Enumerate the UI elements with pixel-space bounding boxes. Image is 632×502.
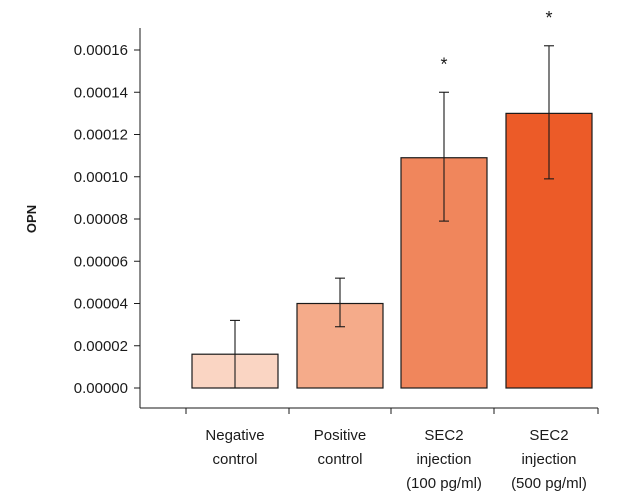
x-category-label: (500 pg/ml) bbox=[511, 475, 587, 492]
y-tick-label: 0.00016 bbox=[74, 42, 128, 59]
y-tick-label: 0.00014 bbox=[74, 84, 128, 101]
y-tick-label: 0.00008 bbox=[74, 211, 128, 228]
y-tick-label: 0.00004 bbox=[74, 296, 128, 313]
x-category-label: SEC2 bbox=[424, 427, 463, 444]
y-tick-label: 0.00006 bbox=[74, 253, 128, 270]
y-tick-label: 0.00010 bbox=[74, 169, 128, 186]
labels: 0.00000 0.00002 0.00004 0.00006 0.00008 0.000… bbox=[74, 8, 587, 492]
error-bars bbox=[230, 45, 554, 389]
axes bbox=[134, 28, 599, 414]
y-tick-label: 0.00000 bbox=[74, 380, 128, 397]
x-category-label: control bbox=[317, 451, 362, 468]
bars bbox=[191, 112, 593, 389]
x-category-label: injection bbox=[521, 451, 576, 468]
y-axis-label: OPN bbox=[24, 205, 39, 233]
x-category-label: control bbox=[212, 451, 257, 468]
y-tick-label: 0.00012 bbox=[74, 127, 128, 144]
x-category-label: SEC2 bbox=[529, 427, 568, 444]
significance-marker: * bbox=[440, 54, 447, 74]
significance-marker: * bbox=[545, 8, 552, 28]
x-category-label: (100 pg/ml) bbox=[406, 475, 482, 492]
x-category-label: Negative bbox=[205, 427, 264, 444]
x-category-label: Positive bbox=[314, 427, 367, 444]
y-tick-label: 0.00002 bbox=[74, 338, 128, 355]
bar bbox=[400, 157, 488, 389]
x-category-label: injection bbox=[416, 451, 471, 468]
